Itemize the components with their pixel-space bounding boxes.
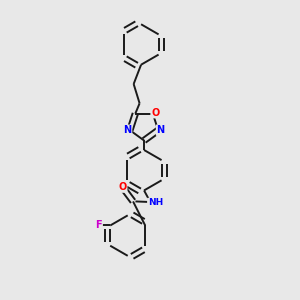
Text: O: O — [118, 182, 127, 192]
Text: F: F — [96, 220, 102, 230]
Text: NH: NH — [148, 198, 163, 207]
Text: N: N — [124, 125, 132, 135]
Text: O: O — [151, 108, 159, 118]
Text: N: N — [157, 125, 165, 135]
